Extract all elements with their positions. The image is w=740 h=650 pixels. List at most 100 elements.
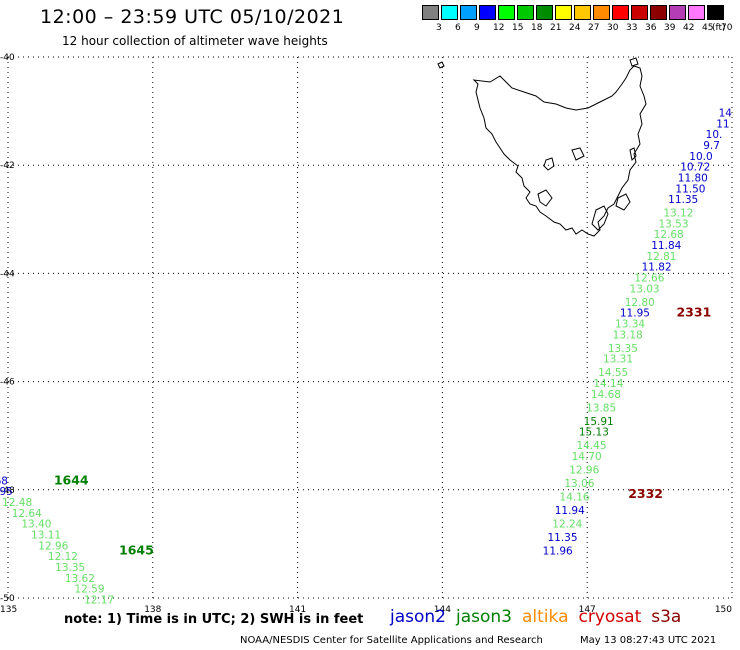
legend-swatch bbox=[612, 5, 629, 20]
legend-swatch bbox=[574, 5, 591, 20]
legend-bin-label: 3 bbox=[436, 23, 442, 33]
pass-number-label: 2332 bbox=[628, 486, 663, 501]
lat-tick-label: -46 bbox=[0, 378, 15, 388]
wave-height-label: 13.31 bbox=[603, 354, 633, 366]
legend-bin-label: 18 bbox=[531, 23, 543, 33]
lon-tick-label: 141 bbox=[289, 605, 306, 615]
legend-swatch bbox=[669, 5, 686, 20]
legend-bin-label: 39 bbox=[664, 23, 676, 33]
bruny-island bbox=[591, 205, 609, 231]
wave-height-label: 13.06 bbox=[564, 478, 594, 490]
legend-bin-label: 6 bbox=[455, 23, 461, 33]
tasmania-coastline bbox=[437, 57, 647, 237]
legend-swatch bbox=[460, 5, 477, 20]
pass-number-label: 1645 bbox=[119, 543, 154, 558]
satellite-name: altika bbox=[522, 607, 569, 627]
wave-height-label: 13.18 bbox=[613, 329, 643, 341]
legend-swatch bbox=[555, 5, 572, 20]
legend-swatch bbox=[479, 5, 496, 20]
lon-tick-label: 150 bbox=[715, 605, 732, 615]
satellite-name: jason3 bbox=[456, 607, 512, 627]
legend-swatch bbox=[441, 5, 458, 20]
wave-height-label: 10.95 bbox=[0, 486, 13, 498]
legend-swatch bbox=[517, 5, 534, 20]
generated-timestamp: May 13 08:27:43 UTC 2021 bbox=[580, 635, 717, 646]
legend-bin-label: 12 bbox=[493, 23, 505, 33]
wave-height-label: 15.13 bbox=[579, 427, 609, 439]
wave-height-label: 11.95 bbox=[620, 308, 650, 320]
wave-height-label: 14.70 bbox=[572, 451, 602, 463]
wave-height-label: 12.17 bbox=[84, 594, 114, 606]
wave-height-label: 11.82 bbox=[642, 262, 672, 274]
legend-bin-label: 70 bbox=[721, 23, 733, 33]
lon-tick-label: 144 bbox=[434, 605, 451, 615]
lon-tick-label: 138 bbox=[144, 605, 161, 615]
wave-height-label: 15.91 bbox=[584, 416, 614, 428]
wave-height-label: 11.35 bbox=[668, 194, 698, 206]
legend-bin-label: 45 bbox=[702, 23, 714, 33]
wave-height-label: 12.12 bbox=[48, 551, 78, 563]
tasmania-main-island bbox=[472, 65, 647, 237]
legend-swatch bbox=[498, 5, 515, 20]
satellite-name: cryosat bbox=[578, 607, 642, 627]
credit-text: NOAA/NESDIS Center for Satellite Applica… bbox=[240, 635, 543, 646]
wave-height-label: 13.35 bbox=[608, 343, 638, 355]
small-island-ne bbox=[629, 57, 639, 67]
tasman-peninsula bbox=[615, 193, 631, 211]
wave-height-label: 13.34 bbox=[615, 319, 645, 331]
legend-bin-label: 30 bbox=[607, 23, 619, 33]
wave-height-label: 9.7 bbox=[703, 140, 720, 152]
wave-height-label: 14.55 bbox=[598, 367, 628, 379]
legend-swatch bbox=[650, 5, 667, 20]
legend-bin-label: 36 bbox=[645, 23, 657, 33]
wave-height-label: 13.85 bbox=[586, 402, 616, 414]
wave-height-label: 12.64 bbox=[12, 508, 42, 520]
wave-height-label: 1.68 bbox=[0, 475, 8, 487]
legend-bin-label: 42 bbox=[683, 23, 695, 33]
wave-height-label: 13.35 bbox=[55, 562, 85, 574]
legend-swatch bbox=[631, 5, 648, 20]
wave-height-label: 13.03 bbox=[630, 283, 660, 295]
lake-3 bbox=[537, 189, 553, 207]
lake-2 bbox=[571, 147, 585, 161]
wave-height-label: 11.84 bbox=[651, 240, 681, 252]
maria-island bbox=[629, 147, 637, 162]
map-title: 12:00 – 23:59 UTC 05/10/2021 bbox=[40, 6, 345, 28]
wave-height-label: 13.53 bbox=[658, 218, 688, 230]
wave-height-label: 12.24 bbox=[552, 519, 582, 531]
wave-height-label: 12.66 bbox=[634, 273, 664, 285]
wave-height-label: 13.12 bbox=[663, 208, 693, 220]
legend-bin-label: 24 bbox=[569, 23, 581, 33]
legend-swatch bbox=[593, 5, 610, 20]
legend-swatch bbox=[688, 5, 705, 20]
satellite-name: jason2 bbox=[390, 607, 446, 627]
legend-bin-label: 33 bbox=[626, 23, 638, 33]
lat-tick-label: -42 bbox=[0, 161, 15, 171]
wave-height-labels: 141110.9.710.010.7211.8011.5011.3513.121… bbox=[0, 108, 732, 607]
wave-height-label: 11 bbox=[716, 118, 729, 130]
lon-tick-label: 147 bbox=[579, 605, 596, 615]
wave-height-label: 11.35 bbox=[547, 532, 577, 544]
legend-swatch bbox=[536, 5, 553, 20]
pass-number-label: 1644 bbox=[54, 472, 89, 487]
lat-tick-label: -40 bbox=[0, 53, 15, 63]
footer-note: note: 1) Time is in UTC; 2) SWH is in fe… bbox=[64, 612, 364, 627]
wave-height-label: 13.40 bbox=[21, 519, 51, 531]
wave-height-label: 11.96 bbox=[543, 546, 573, 558]
wave-height-label: 12.96 bbox=[569, 465, 599, 477]
wave-height-label: 14.68 bbox=[591, 389, 621, 401]
satellite-name: s3a bbox=[651, 607, 682, 627]
legend-unit: (ft) bbox=[712, 23, 726, 33]
wave-height-label: 14 bbox=[719, 108, 733, 120]
legend-bin-label: 15 bbox=[512, 23, 524, 33]
wave-height-label: 12.80 bbox=[625, 297, 655, 309]
wave-height-label: 14.14 bbox=[593, 378, 623, 390]
lon-tick-label: 135 bbox=[0, 605, 17, 615]
lat-tick-label: -48 bbox=[0, 486, 15, 496]
wave-height-label: 12.68 bbox=[654, 229, 684, 241]
wave-height-label: 13.11 bbox=[31, 529, 61, 541]
legend-swatch bbox=[422, 5, 439, 20]
wave-height-label: 10.72 bbox=[680, 162, 710, 174]
